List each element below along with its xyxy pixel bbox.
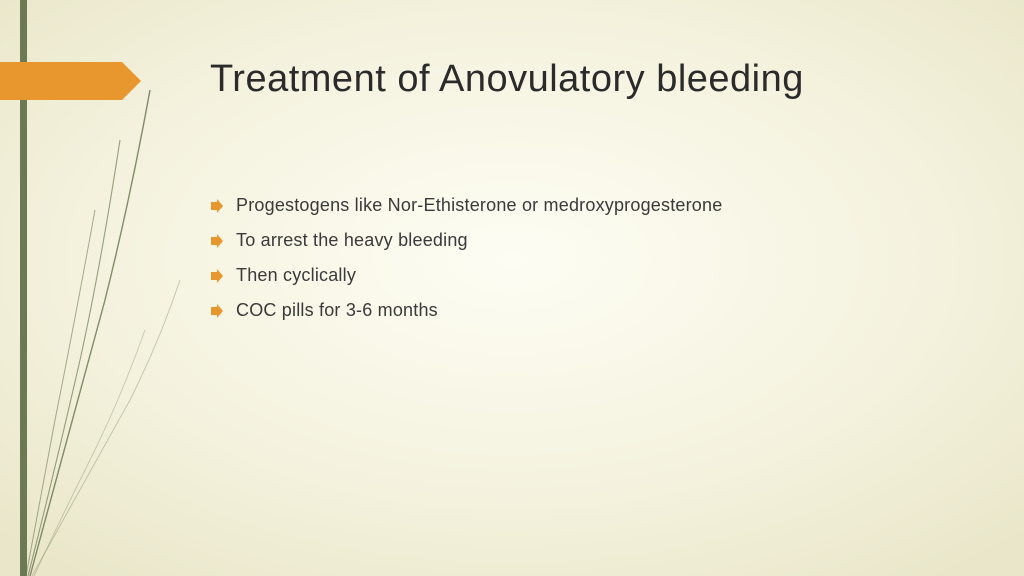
arrow-right-icon <box>210 304 224 318</box>
bullet-text: To arrest the heavy bleeding <box>236 230 468 251</box>
list-item: COC pills for 3-6 months <box>210 300 964 321</box>
arrow-right-icon <box>210 234 224 248</box>
list-item: To arrest the heavy bleeding <box>210 230 964 251</box>
list-item: Then cyclically <box>210 265 964 286</box>
accent-arrow-tab <box>0 62 122 100</box>
bullet-text: Progestogens like Nor-Ethisterone or med… <box>236 195 722 216</box>
bullet-list: Progestogens like Nor-Ethisterone or med… <box>210 195 964 335</box>
slide-title: Treatment of Anovulatory bleeding <box>210 58 804 101</box>
bullet-text: COC pills for 3-6 months <box>236 300 438 321</box>
bullet-text: Then cyclically <box>236 265 356 286</box>
list-item: Progestogens like Nor-Ethisterone or med… <box>210 195 964 216</box>
arrow-right-icon <box>210 269 224 283</box>
arrow-right-icon <box>210 199 224 213</box>
slide: Treatment of Anovulatory bleeding Proges… <box>0 0 1024 576</box>
